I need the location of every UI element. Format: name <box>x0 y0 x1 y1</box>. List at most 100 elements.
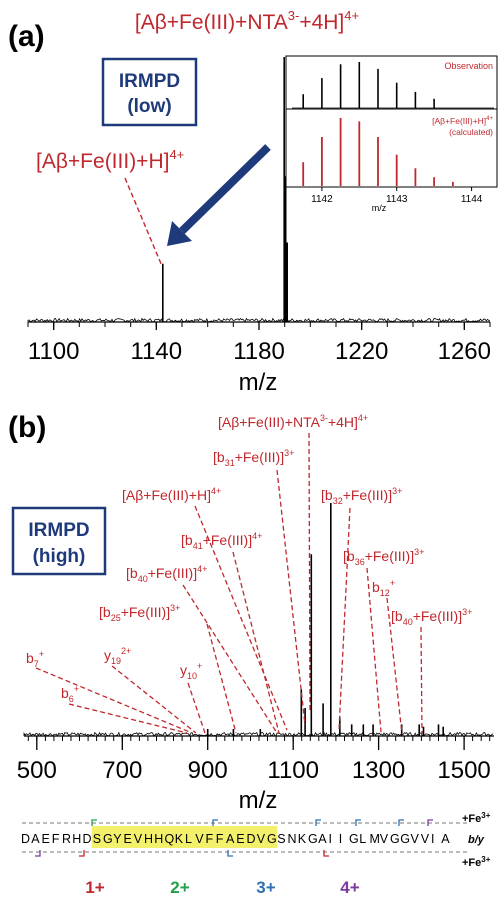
inset-observation-label: Observation <box>444 61 493 71</box>
charge-label: 4+ <box>340 878 359 897</box>
sequence-residue: D <box>247 832 256 846</box>
sequence-residue: F <box>52 832 60 846</box>
inset-calculated-label-1: [Aβ+Fe(III)+H]4+ <box>432 116 493 126</box>
panel-b-label-fe-complex: [Aβ+Fe(III)+H]4+ <box>122 486 221 503</box>
sequence-residue: K <box>298 832 307 846</box>
inset-tick-label: 1142 <box>311 194 333 205</box>
panel-a-leader-fe-complex <box>124 177 163 267</box>
sequence-residue: I <box>431 832 434 846</box>
sequence-residue: A <box>318 832 327 846</box>
sequence-residue: M <box>370 832 380 846</box>
panel-b-label-b6: b6+ <box>61 684 79 704</box>
sequence-residue: L <box>185 832 192 846</box>
panel-b-label-b7: b7+ <box>26 649 44 669</box>
sequence-residue: E <box>236 832 244 846</box>
inset-observed-peaks <box>292 62 494 109</box>
sequence-residue: G <box>400 832 410 846</box>
sequence-residue: R <box>62 832 71 846</box>
sequence-label-bottom: +Fe3+ <box>462 855 491 869</box>
panel-b-x-axis-title: m/z <box>239 787 278 814</box>
panel-a-box-line1: IRMPD <box>119 71 180 92</box>
panel-a-letter: (a) <box>8 20 45 53</box>
panel-a-box-line2: (low) <box>127 96 171 117</box>
charge-label: 2+ <box>170 878 189 897</box>
sequence-residue: E <box>124 832 132 846</box>
sequence-residue: V <box>257 832 266 846</box>
sequence-residue: I <box>339 832 342 846</box>
panel-b-box-line1: IRMPD <box>28 520 89 541</box>
sequence-residue: E <box>42 832 50 846</box>
inset-x-axis-title: m/z <box>372 203 387 213</box>
panel-b-label-b40-4: [b40+Fe(III)]4+ <box>126 564 207 584</box>
charge-label: 1+ <box>85 878 104 897</box>
sequence-residue: D <box>83 832 92 846</box>
sequence-cleavage-marks <box>35 819 433 857</box>
sequence-residue: H <box>144 832 153 846</box>
sequence-residue: K <box>175 832 184 846</box>
panel-b-label-y19: y192+ <box>104 646 131 666</box>
sequence-residue: L <box>359 832 366 846</box>
sequence-residue: I <box>329 832 332 846</box>
inset-tick-label: 1144 <box>461 194 483 205</box>
panel-b-box-line2: (high) <box>33 546 86 567</box>
sequence-residue: F <box>206 832 214 846</box>
tick-label: 1100 <box>28 338 80 365</box>
sequence-highlight <box>91 826 278 848</box>
panel-b-spectrum <box>23 503 494 737</box>
charge-legend: 1+ 2+ 3+ 4+ <box>85 878 359 897</box>
tick-label: 700 <box>102 757 142 784</box>
sequence-residue: S <box>93 832 101 846</box>
sequence-residue: D <box>21 832 30 846</box>
tick-label: 1300 <box>352 757 405 784</box>
sequence-residue: G <box>390 832 400 846</box>
panel-b-label-y10: y10+ <box>180 661 202 681</box>
sequence-residue: N <box>288 832 297 846</box>
inset-tick-label: 1143 <box>386 194 408 205</box>
sequence-residue: V <box>411 832 420 846</box>
tick-label: 1100 <box>267 757 319 784</box>
panel-b-label-b40-3: [b40+Fe(III)]3+ <box>391 607 472 627</box>
inset-calculated-label-2: (calculated) <box>449 127 493 137</box>
sequence-residue: V <box>134 832 143 846</box>
inset-calculated-peaks <box>302 118 454 186</box>
sequence-residue: Q <box>165 832 175 846</box>
tick-label: 1500 <box>437 757 490 784</box>
panel-b-label-b12: b12+ <box>372 578 395 598</box>
sequence-residue: V <box>380 832 389 846</box>
tick-label: 900 <box>188 757 228 784</box>
sequence-residue: F <box>216 832 224 846</box>
tick-label: 500 <box>17 757 57 784</box>
panel-a-x-axis: 1100 1140 1180 1220 1260 <box>27 321 491 365</box>
sequence-residue: V <box>195 832 204 846</box>
sequence-residue: G <box>349 832 359 846</box>
tick-label: 1140 <box>130 338 182 365</box>
panel-b-label-nta-complex: [Aβ+Fe(III)+NTA3-+4H]4+ <box>218 413 368 430</box>
sequence-label-top: +Fe3+ <box>462 811 491 825</box>
tick-label: 1260 <box>438 338 491 365</box>
panel-b-label-b25: [b25+Fe(III)]3+ <box>99 603 180 623</box>
sequence-residue: H <box>72 832 81 846</box>
panel-a-irmpd-box: IRMPD (low) <box>101 57 198 127</box>
panel-a-x-axis-title: m/z <box>239 369 278 396</box>
sequence-residue: S <box>277 832 285 846</box>
panel-a-label-fe-complex: [Aβ+Fe(III)+H]4+ <box>36 147 184 173</box>
panel-b-irmpd-box: IRMPD (high) <box>11 506 107 576</box>
tick-label: 1180 <box>233 338 285 365</box>
sequence-residue: G <box>103 832 113 846</box>
panel-b-letter: (b) <box>8 411 46 444</box>
tick-label: 1220 <box>335 338 388 365</box>
panel-b-label-b36: [b36+Fe(III)]3+ <box>343 547 424 567</box>
sequence-residue: A <box>441 832 450 846</box>
sequence-residue: A <box>226 832 235 846</box>
charge-label: 3+ <box>256 878 275 897</box>
sequence-residue: Y <box>113 832 122 846</box>
sequence-residue: G <box>267 832 277 846</box>
panel-a-arrow <box>167 144 271 246</box>
panel-b-label-b31: [b31+Fe(III)]3+ <box>213 448 294 468</box>
panel-a-inset: Observation [Aβ+Fe(III)+H]4+ (calculated… <box>285 55 498 213</box>
inset-x-axis: 1142 1143 1144 <box>311 187 483 205</box>
panel-b-label-b32: [b32+Fe(III)]3+ <box>321 486 402 506</box>
